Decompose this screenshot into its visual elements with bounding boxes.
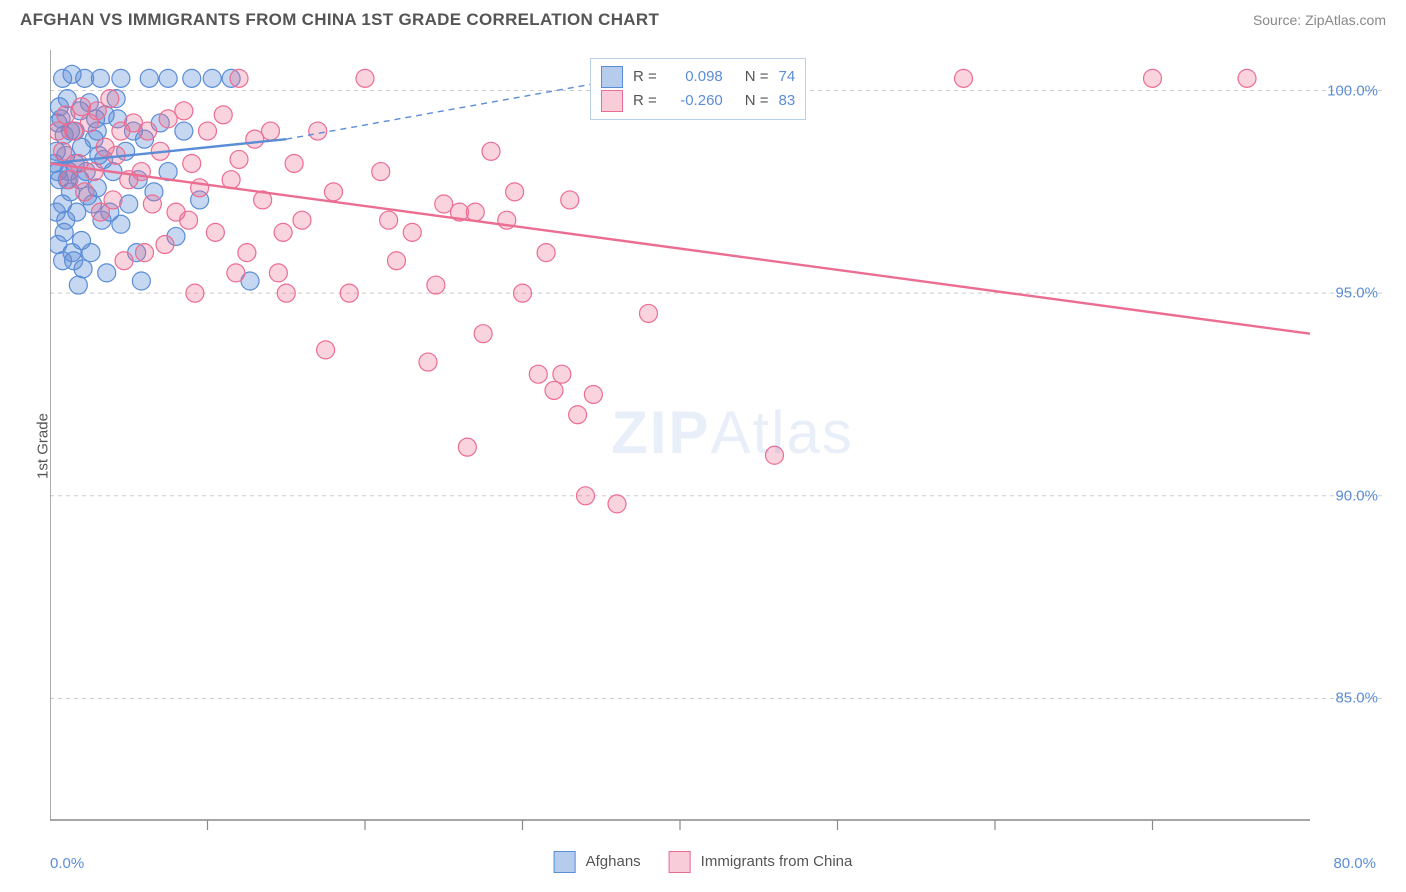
legend-r-value: -0.260 xyxy=(667,89,723,113)
legend-r-label: R = xyxy=(633,65,657,89)
y-tick-label: 90.0% xyxy=(1335,487,1378,504)
y-tick-label: 100.0% xyxy=(1327,82,1378,99)
legend-n-value: 74 xyxy=(779,65,796,89)
legend-series: Afghans Immigrants from China xyxy=(554,850,853,874)
chart-header: AFGHAN VS IMMIGRANTS FROM CHINA 1ST GRAD… xyxy=(0,0,1406,36)
legend-stats-box: R = 0.098 N = 74 R = -0.260 N = 83 xyxy=(590,58,806,120)
chart-title: AFGHAN VS IMMIGRANTS FROM CHINA 1ST GRAD… xyxy=(20,10,659,30)
legend-series-item: Immigrants from China xyxy=(669,850,853,874)
x-axis-max-label: 80.0% xyxy=(1333,855,1376,872)
legend-r-label: R = xyxy=(633,89,657,113)
legend-stat-row: R = 0.098 N = 74 xyxy=(601,65,795,89)
legend-swatch xyxy=(601,90,623,112)
y-tick-label: 95.0% xyxy=(1335,285,1378,302)
legend-n-value: 83 xyxy=(779,89,796,113)
legend-n-label: N = xyxy=(745,65,769,89)
chart-svg xyxy=(50,50,1386,842)
legend-swatch xyxy=(669,851,691,873)
y-axis-label: 1st Grade xyxy=(34,413,51,479)
plot-area: R =0.098N =74R =-0.260N =83 ZIPAtlas 85.… xyxy=(50,50,1386,842)
legend-series-label: Afghans xyxy=(586,850,641,874)
x-axis-min-label: 0.0% xyxy=(50,855,84,872)
legend-r-value: 0.098 xyxy=(667,65,723,89)
legend-series-label: Immigrants from China xyxy=(701,850,853,874)
legend-series-item: Afghans xyxy=(554,850,641,874)
legend-swatch xyxy=(554,851,576,873)
y-tick-label: 85.0% xyxy=(1335,690,1378,707)
chart-source: Source: ZipAtlas.com xyxy=(1253,12,1386,28)
legend-stat-row: R = -0.260 N = 83 xyxy=(601,89,795,113)
legend-n-label: N = xyxy=(745,89,769,113)
legend-swatch xyxy=(601,66,623,88)
